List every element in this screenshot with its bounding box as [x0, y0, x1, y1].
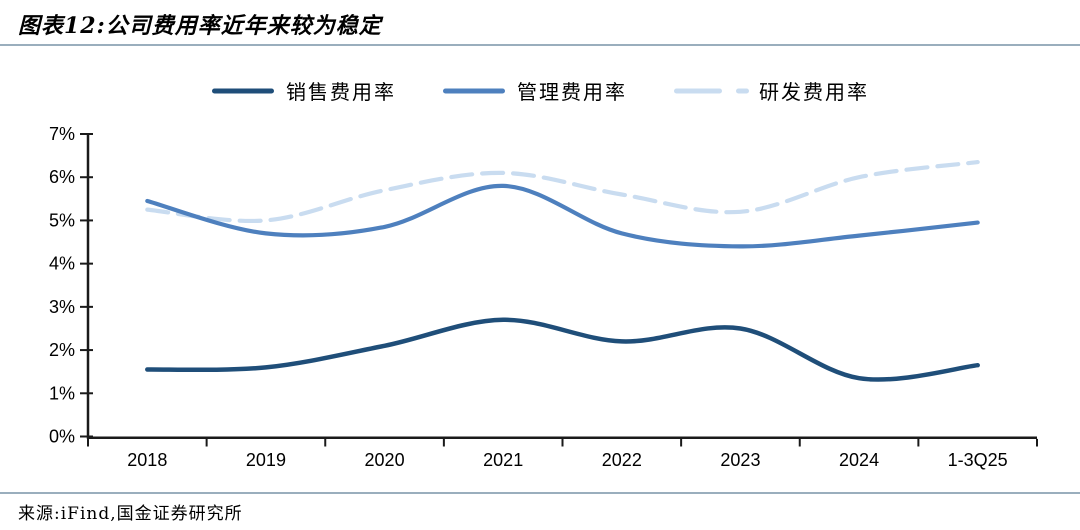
- x-tick-label: 2021: [483, 450, 523, 470]
- x-tick-label: 1-3Q25: [948, 450, 1008, 470]
- legend-item-management: 管理费用率: [442, 76, 627, 105]
- y-tick-label: 2%: [49, 340, 75, 360]
- legend-line-sample-management: [443, 88, 505, 93]
- y-tick-label: 7%: [49, 124, 75, 144]
- legend-item-sales: 销售费用率: [211, 76, 396, 105]
- footer-divider-rule: [0, 492, 1080, 494]
- y-tick-label: 1%: [49, 383, 75, 403]
- chart-legend: 销售费用率 管理费用率 研发费用率: [0, 76, 1080, 105]
- series-line-rnd-expense-ratio: [145, 160, 980, 224]
- series-line-sales-expense-ratio: [145, 317, 980, 382]
- y-tick-label: 5%: [49, 210, 75, 230]
- x-tick-label: 2020: [365, 450, 405, 470]
- legend-label-rnd: 研发费用率: [759, 80, 869, 104]
- x-tick-label: 2023: [720, 450, 760, 470]
- series-line-management-expense-ratio: [145, 183, 980, 249]
- figure-title: 图表12:公司费用率近年来较为稳定: [18, 13, 382, 39]
- legend-label-sales: 销售费用率: [286, 80, 396, 104]
- y-tick-label: 0%: [49, 427, 75, 447]
- y-tick-label: 3%: [49, 297, 75, 317]
- source-note: 来源:iFind,国金证券研究所: [18, 504, 243, 524]
- x-tick-label: 2018: [127, 450, 167, 470]
- x-tick-label: 2022: [602, 450, 642, 470]
- y-tick-label: 6%: [49, 167, 75, 187]
- x-tick-label: 2024: [839, 450, 879, 470]
- legend-label-management: 管理费用率: [517, 80, 627, 104]
- legend-line-sample-sales: [212, 88, 274, 93]
- legend-dashed-line-sample-rnd: [674, 88, 749, 93]
- x-tick-label: 2019: [246, 450, 286, 470]
- legend-item-rnd: 研发费用率: [673, 76, 869, 105]
- y-tick-label: 4%: [49, 254, 75, 274]
- title-divider-rule: [0, 44, 1080, 46]
